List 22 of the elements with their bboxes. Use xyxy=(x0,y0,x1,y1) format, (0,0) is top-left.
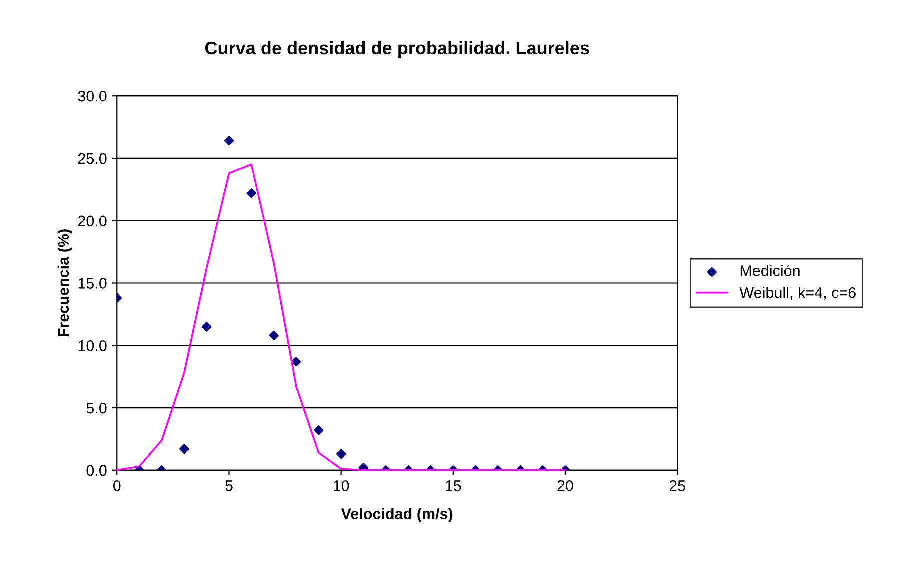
x-axis-title: Velocidad (m/s) xyxy=(341,508,453,522)
point xyxy=(292,356,302,367)
point xyxy=(269,330,279,341)
x-tick-label: 5 xyxy=(226,480,233,492)
y-tick-label: 25.0 xyxy=(78,153,107,164)
y-tick-label: 15.0 xyxy=(78,278,107,289)
y-tick-label: 10.0 xyxy=(78,340,107,352)
point xyxy=(246,188,256,198)
x-tick-label: 10 xyxy=(334,480,350,492)
y-tick-label: 0.0 xyxy=(86,465,107,476)
x-tick-label: 0 xyxy=(113,480,121,492)
y-axis-title: Frecuencia (%) xyxy=(58,230,72,337)
x-tick-label: 15 xyxy=(446,480,462,492)
x-tick-label: 25 xyxy=(670,480,686,492)
legend-label: Medición xyxy=(740,265,800,276)
legend-label: Weibull, k=4, c=6 xyxy=(740,287,856,300)
point xyxy=(202,322,212,332)
y-tick-label: 30.0 xyxy=(78,90,107,102)
y-tick-label: 5.0 xyxy=(86,402,107,414)
y-tick-label: 20.0 xyxy=(78,216,107,227)
x-tick-label: 20 xyxy=(558,480,574,492)
chart-title: Curva de densidad de probabilidad. Laureles xyxy=(205,41,590,58)
